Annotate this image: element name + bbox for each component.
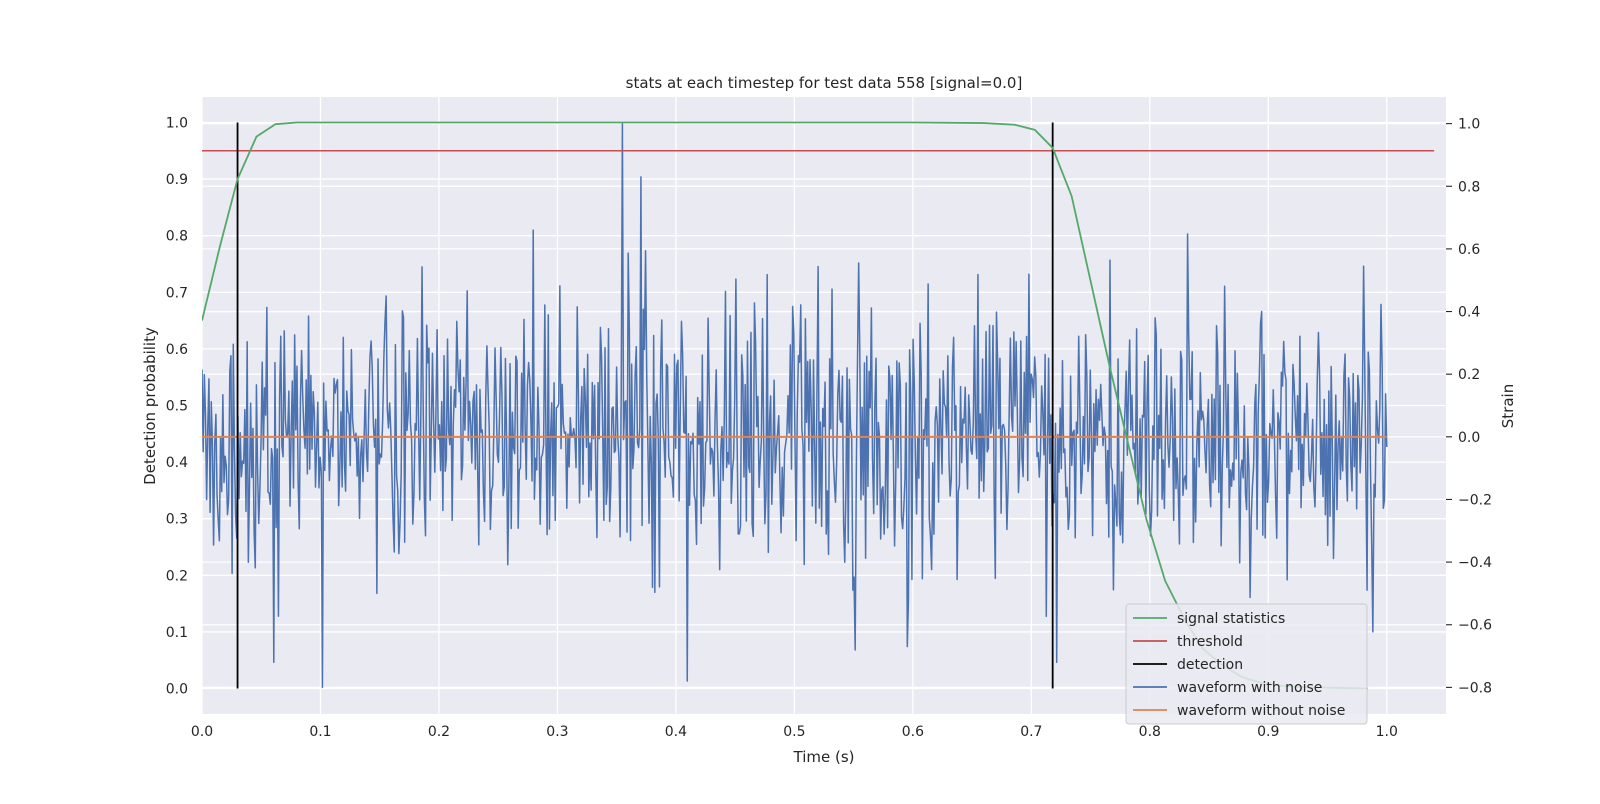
y2-tick-label: 1.0 [1458,117,1480,133]
x-tick-label: 0.1 [309,724,331,740]
y2-tick-label: 0.4 [1458,305,1480,321]
y-tick-label: 0.1 [166,625,188,641]
legend-box [1125,603,1368,725]
x-tick-label: 0.4 [665,724,687,740]
y2-tick-label: 0.6 [1458,242,1480,258]
legend-label-threshold: threshold [1177,634,1243,650]
y-tick-label: 0.0 [166,682,188,698]
y2-tick-label: 0.0 [1458,430,1480,446]
y2-tick-label: −0.2 [1458,492,1492,508]
legend-label-signal-statistics: signal statistics [1177,611,1285,627]
y2-axis-label: Strain [1499,384,1517,428]
chart-title: stats at each timestep for test data 558… [626,74,1023,92]
x-tick-label: 0.5 [783,724,805,740]
y-tick-label: 0.8 [166,229,188,245]
y2-tick-label: 0.8 [1458,179,1480,195]
x-tick-label: 0.7 [1020,724,1042,740]
legend: signal statistics threshold detection wa… [1125,603,1368,725]
x-axis-label: Time (s) [793,748,855,766]
x-tick-label: 0.9 [1257,724,1279,740]
y-axis-label: Detection probability [141,327,159,485]
y-axis-left: 0.0 0.1 0.2 0.3 0.4 0.5 0.6 0.7 0.8 0.9 1.0 [166,115,188,697]
x-tick-label: 0.3 [546,724,568,740]
x-tick-label: 0.6 [902,724,924,740]
x-tick-label: 0.0 [191,724,213,740]
x-tick-label: 1.0 [1376,724,1398,740]
y-tick-label: 0.6 [166,342,188,358]
y-tick-label: 0.9 [166,172,188,188]
y-tick-label: 1.0 [166,115,188,131]
y2-tick-label: 0.2 [1458,367,1480,383]
x-tick-label: 0.8 [1139,724,1161,740]
legend-label-waveform-without-noise: waveform without noise [1177,703,1345,719]
y-tick-label: 0.5 [166,399,188,415]
y2-tick-label: −0.4 [1458,555,1492,571]
y-tick-label: 0.3 [166,512,188,528]
y-tick-label: 0.2 [166,568,188,584]
legend-label-waveform-with-noise: waveform with noise [1177,680,1322,696]
y-tick-label: 0.7 [166,285,188,301]
x-axis: 0.0 0.1 0.2 0.3 0.4 0.5 0.6 0.7 0.8 0.9 1.0 [191,724,1398,740]
y2-tick-label: −0.8 [1458,680,1492,696]
legend-label-detection: detection [1177,657,1243,673]
y2-tick-label: −0.6 [1458,618,1492,634]
waveform-with-noise-line [202,122,1388,689]
y-tick-label: 0.4 [166,455,188,471]
y-axis-right: −0.8 −0.6 −0.4 −0.2 0.0 0.2 0.4 0.6 0.8 1.0 [1446,117,1492,696]
x-tick-label: 0.2 [428,724,450,740]
